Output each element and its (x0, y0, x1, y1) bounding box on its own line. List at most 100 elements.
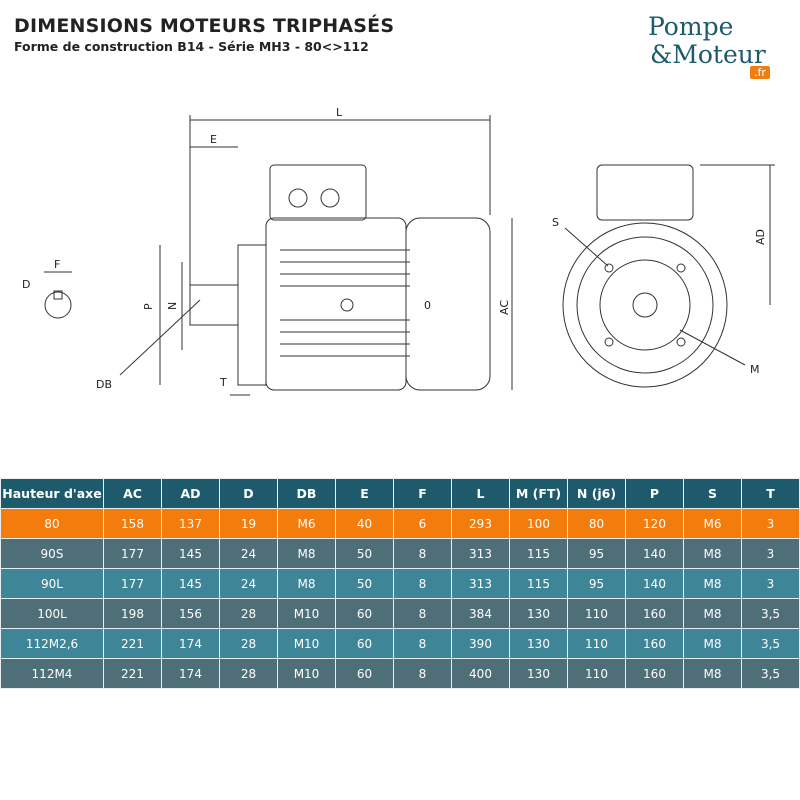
table-cell: 177 (103, 538, 162, 569)
col-header: M (FT) (509, 478, 568, 509)
table-cell: 28 (219, 598, 278, 629)
col-header: L (451, 478, 510, 509)
table-cell: 95 (567, 538, 626, 569)
page-subtitle: Forme de construction B14 - Série MH3 - … (14, 39, 369, 54)
label-T: T (219, 376, 227, 389)
table-cell: M6 (683, 508, 742, 539)
table-cell: 112M4 (0, 658, 104, 689)
col-header: P (625, 478, 684, 509)
table-cell: M8 (683, 628, 742, 659)
table-cell: 137 (161, 508, 220, 539)
col-header: AD (161, 478, 220, 509)
table-cell: 112M2,6 (0, 628, 104, 659)
table-cell: 110 (567, 658, 626, 689)
table-cell: 313 (451, 568, 510, 599)
table-cell: M10 (277, 658, 336, 689)
table-cell: 110 (567, 598, 626, 629)
table-cell: 60 (335, 598, 394, 629)
table-cell: 8 (393, 658, 452, 689)
table-cell: 3 (741, 538, 800, 569)
table-cell: 100L (0, 598, 104, 629)
col-header: E (335, 478, 394, 509)
table-cell: 145 (161, 538, 220, 569)
col-header: S (683, 478, 742, 509)
table-row: 90L 177 145 24 M8 50 8 313 115 95 140 M8 3 (0, 568, 800, 599)
table-cell: 130 (509, 628, 568, 659)
logo-tld: .fr (750, 66, 770, 79)
col-header: D (219, 478, 278, 509)
table-cell: M8 (683, 568, 742, 599)
table-cell: 19 (219, 508, 278, 539)
table-cell: 174 (161, 628, 220, 659)
table-cell: 174 (161, 658, 220, 689)
table-cell: M6 (277, 508, 336, 539)
col-header: DB (277, 478, 336, 509)
table-row: 80 158 137 19 M6 40 6 293 100 80 120 M6 3 (0, 508, 800, 539)
table-cell: 8 (393, 628, 452, 659)
table-cell: 198 (103, 598, 162, 629)
table-cell: 177 (103, 568, 162, 599)
table-cell: 221 (103, 628, 162, 659)
table-cell: 110 (567, 628, 626, 659)
table-header-row: Hauteur d'axe AC AD D DB E F L M (FT) N … (0, 478, 800, 509)
table-cell: 8 (393, 568, 452, 599)
motor-dimension-drawing: F D L E P N 0 AC DB T (22, 106, 775, 396)
label-M-side: 0 (424, 299, 431, 312)
label-S: S (552, 216, 559, 229)
dimensions-table: Hauteur d'axe AC AD D DB E F L M (FT) N … (0, 478, 800, 689)
table-cell: M8 (683, 658, 742, 689)
table-cell: 140 (625, 538, 684, 569)
label-D: D (22, 278, 30, 291)
table-cell: 400 (451, 658, 510, 689)
table-cell: 50 (335, 568, 394, 599)
table-row: 112M2,6 221 174 28 M10 60 8 390 130 110 160 M8 3,5 (0, 628, 800, 659)
label-AD: AD (754, 229, 767, 245)
table-cell: 95 (567, 568, 626, 599)
table-cell: M8 (277, 538, 336, 569)
table-cell: 313 (451, 538, 510, 569)
table-cell: 90L (0, 568, 104, 599)
table-cell: 50 (335, 538, 394, 569)
table-cell: 8 (393, 538, 452, 569)
col-header: AC (103, 478, 162, 509)
table-cell: 80 (0, 508, 104, 539)
table-cell: 115 (509, 538, 568, 569)
col-header: N (j6) (567, 478, 626, 509)
motor-front-view: AD S M (552, 164, 775, 388)
table-cell: 80 (567, 508, 626, 539)
shaft-section-view: F D (22, 258, 72, 319)
table-cell: 145 (161, 568, 220, 599)
table-cell: 3,5 (741, 628, 800, 659)
table-cell: 24 (219, 568, 278, 599)
table-cell: 390 (451, 628, 510, 659)
table-row: 90S 177 145 24 M8 50 8 313 115 95 140 M8 3 (0, 538, 800, 569)
motor-side-view: L E P N 0 AC DB T (96, 106, 513, 396)
table-cell: 160 (625, 598, 684, 629)
table-cell: 156 (161, 598, 220, 629)
table-cell: 293 (451, 508, 510, 539)
col-header: F (393, 478, 452, 509)
table-cell: 130 (509, 598, 568, 629)
table-row: 112M4 221 174 28 M10 60 8 400 130 110 160 M8 3,5 (0, 658, 800, 689)
col-header: T (741, 478, 800, 509)
table-cell: 120 (625, 508, 684, 539)
table-cell: 221 (103, 658, 162, 689)
table-cell: 384 (451, 598, 510, 629)
table-cell: 24 (219, 538, 278, 569)
table-cell: 40 (335, 508, 394, 539)
label-P: P (142, 303, 155, 310)
table-cell: 3,5 (741, 658, 800, 689)
table-cell: 140 (625, 568, 684, 599)
table-cell: 3 (741, 508, 800, 539)
table-row: 100L 198 156 28 M10 60 8 384 130 110 160 M8 3,5 (0, 598, 800, 629)
label-L: L (336, 106, 343, 119)
table-cell: 6 (393, 508, 452, 539)
page-title: DIMENSIONS MOTEURS TRIPHASÉS (14, 15, 395, 37)
label-M: M (750, 363, 760, 376)
table-cell: M8 (277, 568, 336, 599)
table-cell: 8 (393, 598, 452, 629)
col-header: Hauteur d'axe (0, 478, 104, 509)
label-DB: DB (96, 378, 112, 391)
logo-line2: &Moteur (650, 40, 766, 69)
table-cell: 160 (625, 658, 684, 689)
